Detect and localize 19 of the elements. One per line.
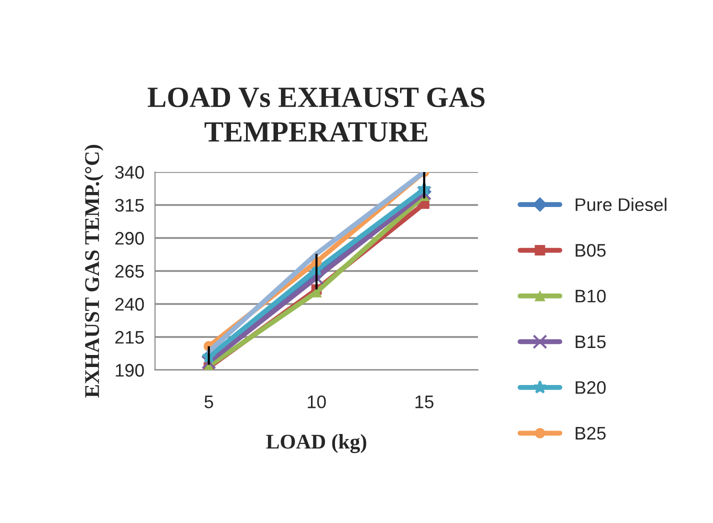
x-tick-label: 10 xyxy=(308,395,326,408)
x-axis-title: LOAD (kg) xyxy=(266,434,366,454)
y-tick-label: 190 xyxy=(116,364,144,377)
legend-label: B20 xyxy=(576,381,606,394)
x-tick-label: 5 xyxy=(204,396,214,408)
legend-label: B25 xyxy=(576,426,606,440)
y-tick-label: 290 xyxy=(115,232,144,245)
legend-label: B10 xyxy=(576,290,606,302)
chart-title: LOAD Vs EXHAUST GAS TEMPERATURE xyxy=(148,88,485,142)
x-tick-label: 15 xyxy=(416,396,434,408)
y-axis-title: EXHAUST GAS TEMP.(°C) xyxy=(84,144,104,398)
y-tick-label: 215 xyxy=(115,330,144,344)
y-tick-label: 315 xyxy=(115,198,144,212)
legend-label: Pure Diesel xyxy=(576,198,666,212)
y-tick-label: 265 xyxy=(115,264,144,278)
y-tick-label: 240 xyxy=(115,298,144,311)
legend-label: B05 xyxy=(576,244,606,257)
y-tick-label: 340 xyxy=(115,166,144,179)
legend-label: B15 xyxy=(576,336,606,348)
